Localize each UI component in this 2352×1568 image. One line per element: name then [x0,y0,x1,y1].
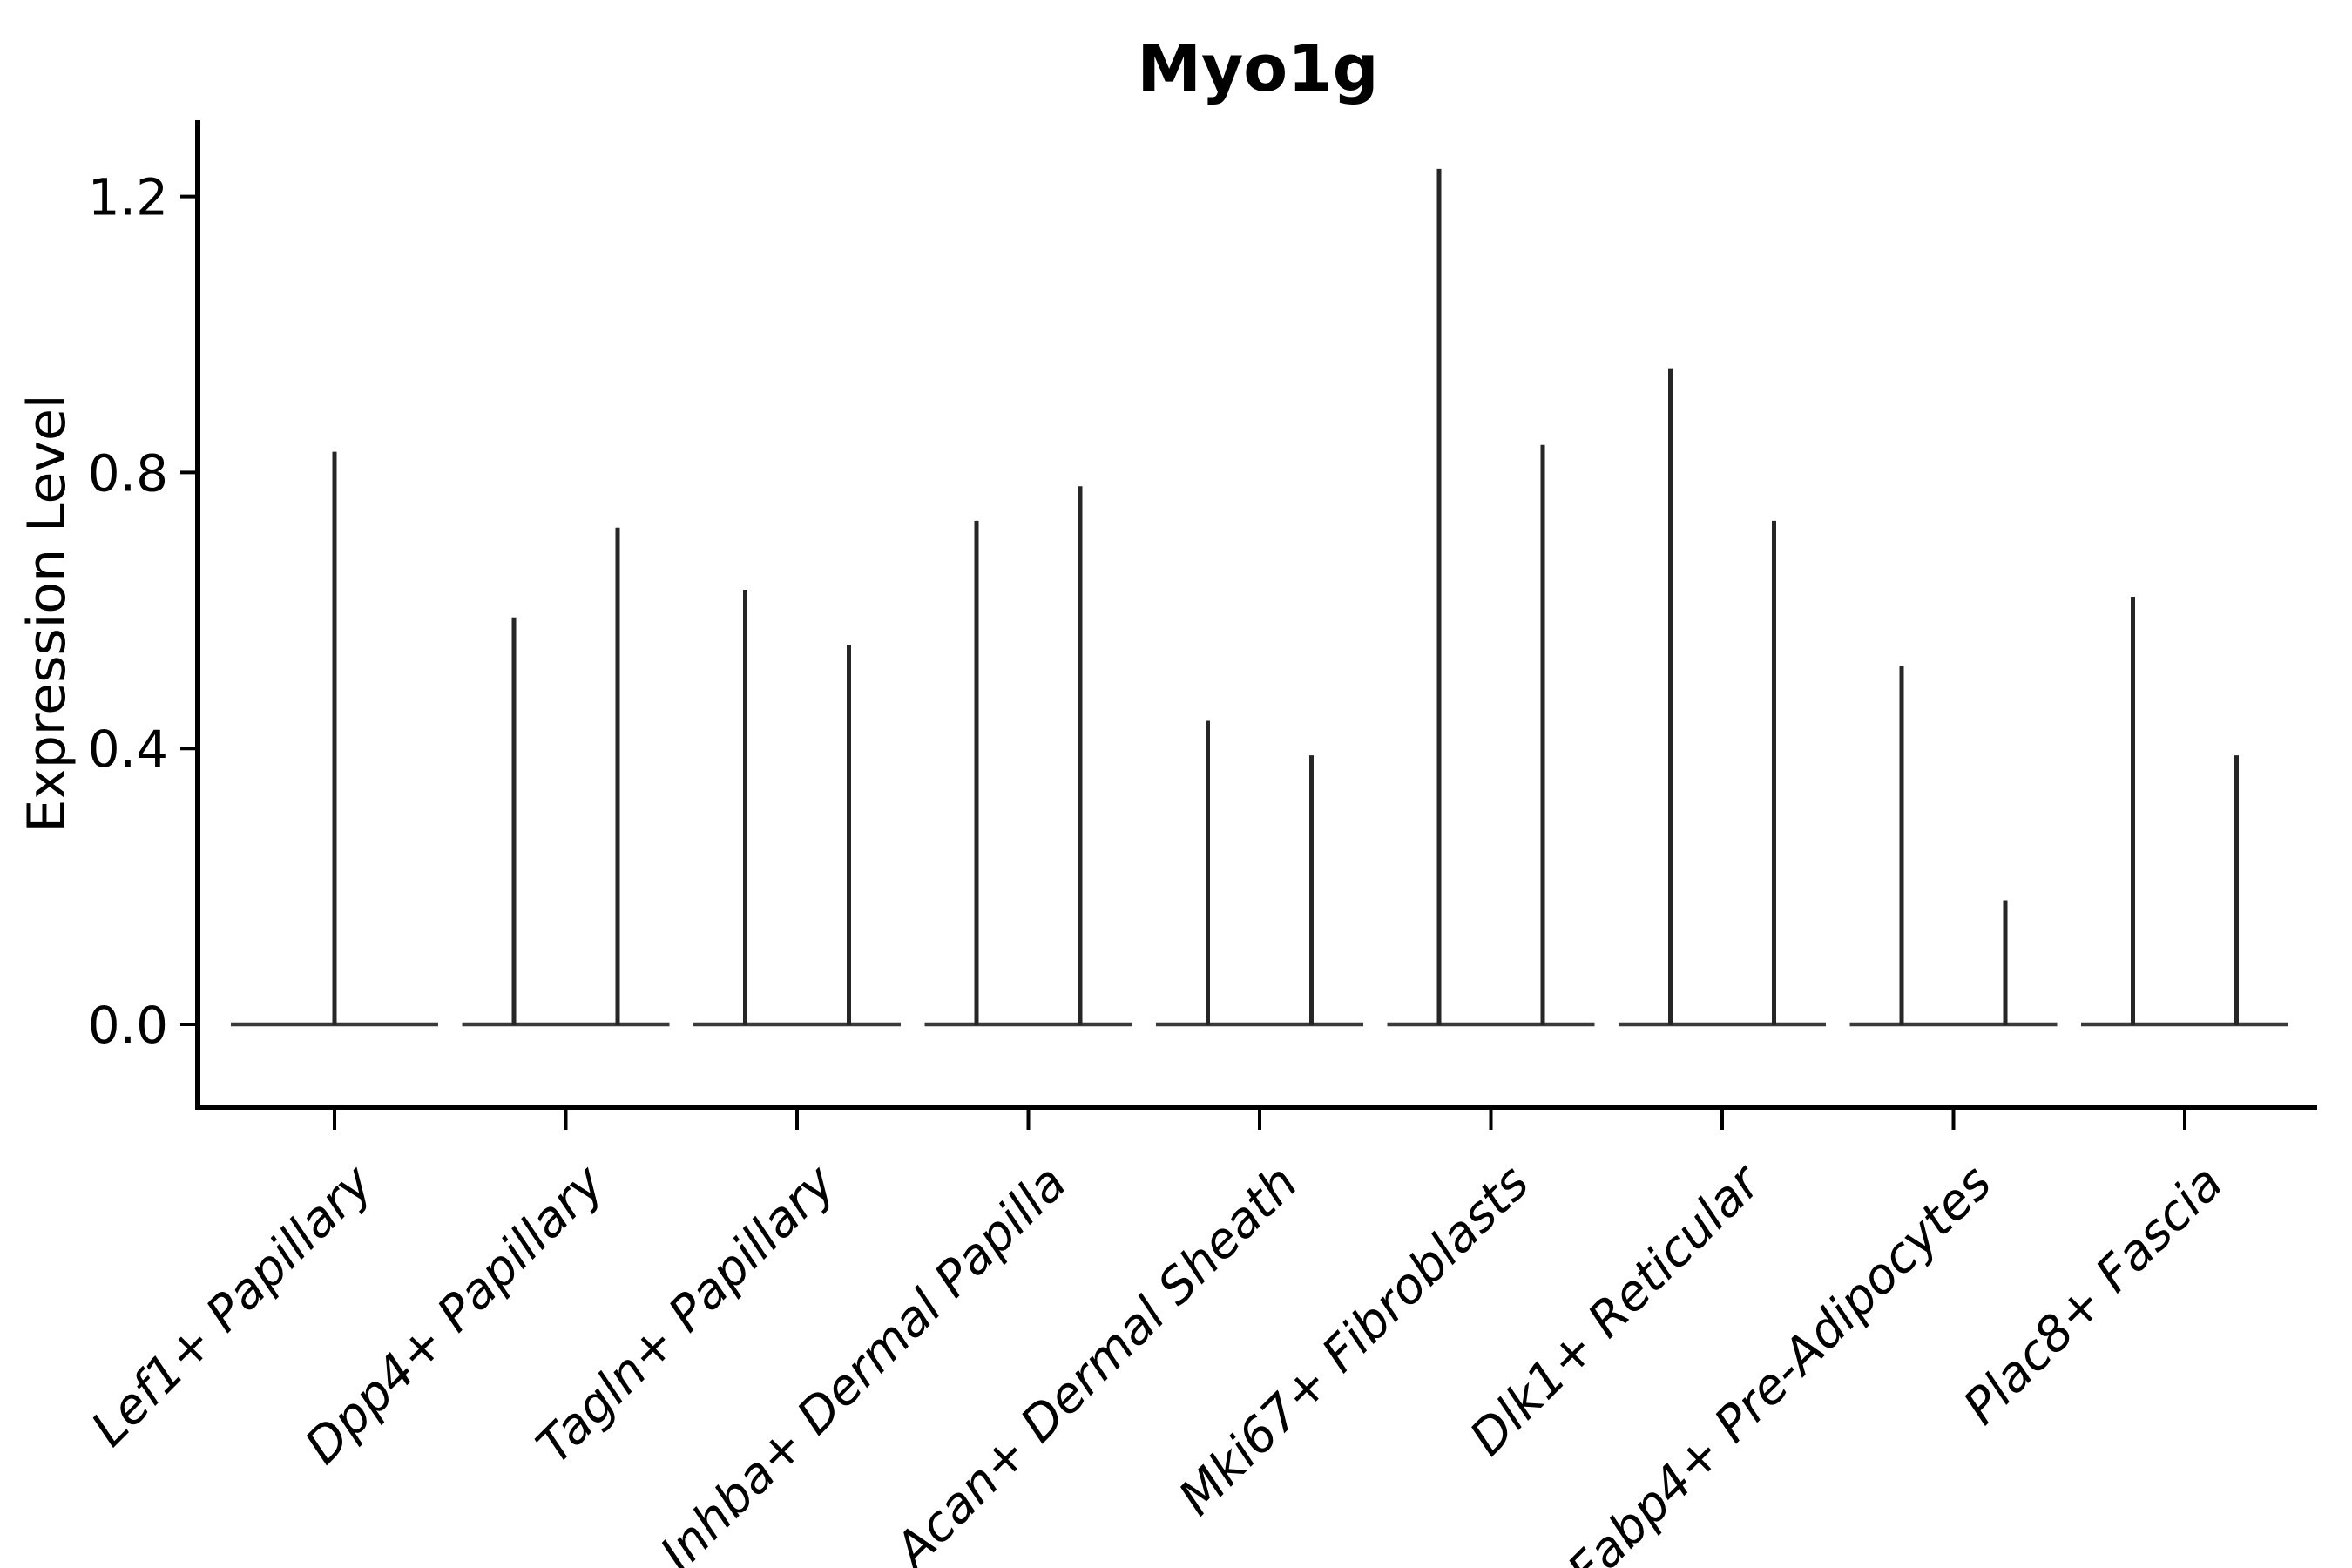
y-tick-label: 0.8 [88,443,168,503]
y-axis: 0.0 0.4 0.8 1.2 [88,167,198,1055]
violin-category [462,527,670,1027]
y-tick-label: 1.2 [88,167,168,226]
y-axis-label: Expression Level [17,394,78,832]
chart-title: Myo1g [1137,31,1378,106]
x-tick-label: Acan+ Dermal Sheath [882,1154,1308,1568]
violin-category [1387,168,1595,1027]
x-tick-label: Inhba+ Dermal Papilla [650,1154,1078,1568]
violin-category [693,590,901,1027]
y-tick-label: 0.0 [88,996,168,1055]
violin-category [1619,368,1826,1027]
violin-category [1156,720,1363,1027]
y-tick-label: 0.4 [88,720,168,779]
violins [231,168,2288,1027]
violin-category [1849,666,2058,1027]
violin-category [231,451,438,1027]
violin-category [2081,596,2288,1027]
x-tick-label: Fabp4+ Pre-Adipocytes [1558,1154,2003,1568]
axes-spines [195,120,2317,1110]
violin-category [924,486,1132,1027]
